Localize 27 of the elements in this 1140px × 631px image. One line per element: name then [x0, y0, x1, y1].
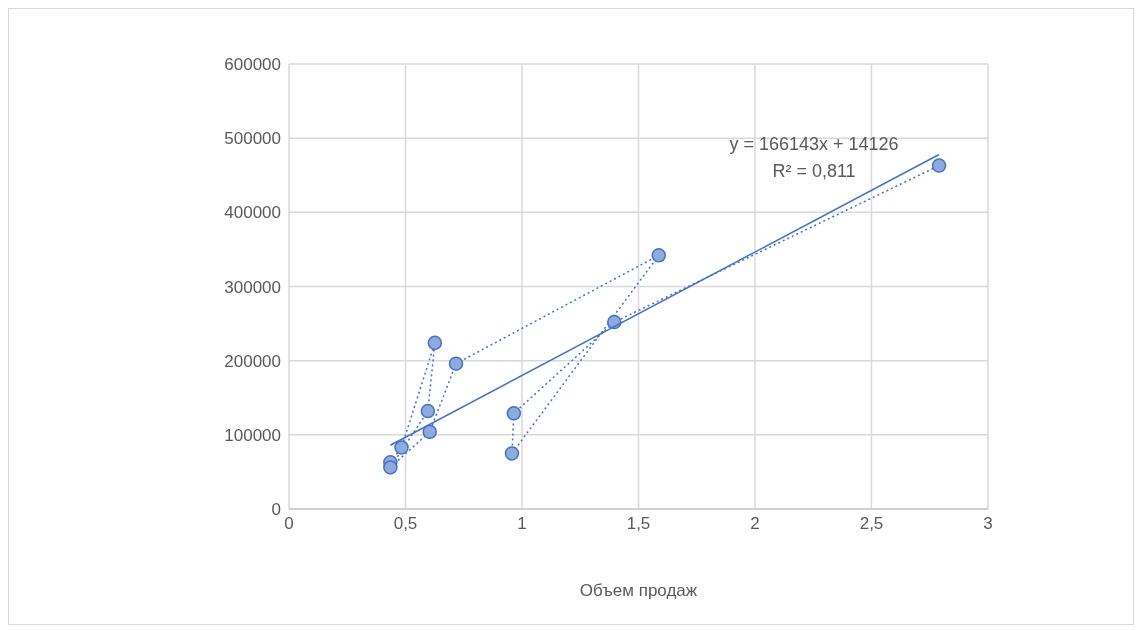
x-tick-label: 1: [517, 514, 527, 534]
point: [422, 424, 437, 440]
y-tick-label: 0: [271, 500, 281, 520]
y-tick-label: 600000: [224, 55, 281, 75]
x-tick-label: 3: [983, 514, 993, 534]
point: [427, 335, 443, 351]
x-tick-label: 0: [284, 514, 294, 534]
x-axis-title: Объем продаж: [579, 581, 698, 600]
y-tick-label: 200000: [224, 351, 281, 371]
y-tick-label: 300000: [224, 277, 281, 297]
point: [383, 460, 398, 475]
x-tick-label: 2: [750, 514, 760, 534]
point: [448, 356, 464, 371]
point: [931, 158, 947, 173]
x-tick-label: 0,5: [393, 514, 418, 534]
y-tick-label: 100000: [224, 425, 281, 445]
point: [420, 403, 436, 419]
x-tick-label: 1,5: [626, 514, 651, 534]
point: [651, 248, 667, 263]
point: [394, 440, 409, 455]
y-tick-label: 500000: [224, 129, 281, 149]
annotation: y = 166143x + 14126: [728, 134, 900, 155]
point: [506, 406, 522, 421]
annotation: R² = 0,811: [771, 161, 857, 182]
y-tick-label: 400000: [224, 203, 281, 223]
point: [504, 446, 520, 461]
x-tick-label: 2,5: [859, 514, 884, 534]
